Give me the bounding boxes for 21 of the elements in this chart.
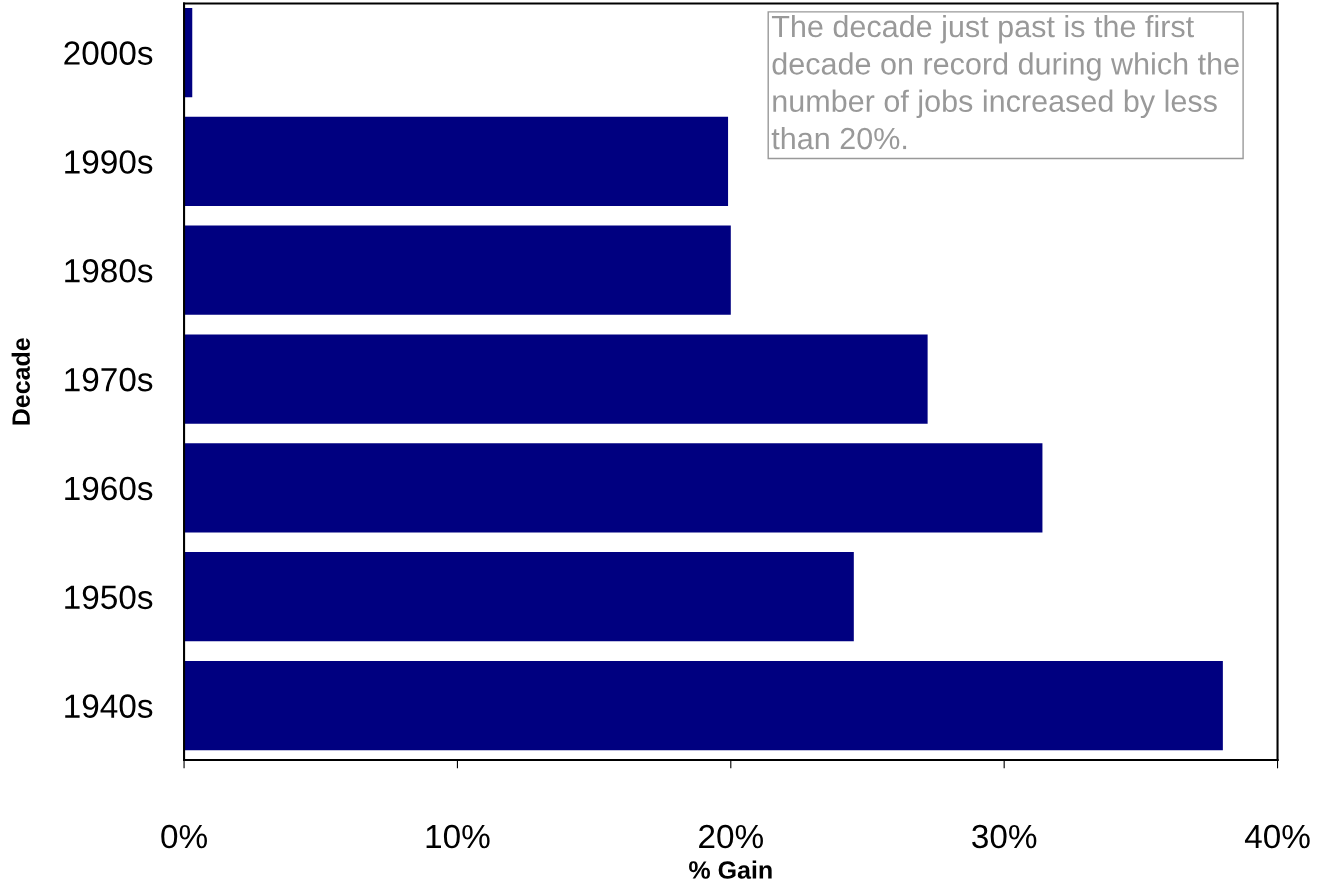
x-tick-label: 40%: [1244, 824, 1310, 849]
x-tick-label: 20%: [699, 824, 763, 849]
x-tick-label: 30%: [972, 824, 1037, 849]
bar: [184, 443, 1043, 533]
bar: [184, 334, 928, 424]
y-tick-label: 2000s: [64, 41, 153, 65]
y-tick-label: 1980s: [65, 259, 153, 283]
y-tick-label: 1950s: [65, 585, 153, 610]
y-tick-label: 1990s: [65, 150, 153, 174]
y-axis-title: Decade: [11, 338, 30, 425]
annotation: The decade just past is the first decade on record during which the number of jobs increased by less than 20%.: [771, 14, 1239, 150]
x-axis-title: % Gain: [689, 860, 772, 879]
bar: [184, 552, 854, 642]
y-tick-label: 1940s: [65, 694, 153, 718]
x-tick-label: 10%: [426, 824, 490, 849]
y-tick-label: 1960s: [65, 476, 153, 501]
x-tick-label: 0%: [161, 824, 207, 849]
bar: [184, 116, 729, 206]
bar: [184, 225, 731, 315]
bar: [184, 660, 1223, 751]
y-tick-label: 1970s: [65, 367, 153, 392]
